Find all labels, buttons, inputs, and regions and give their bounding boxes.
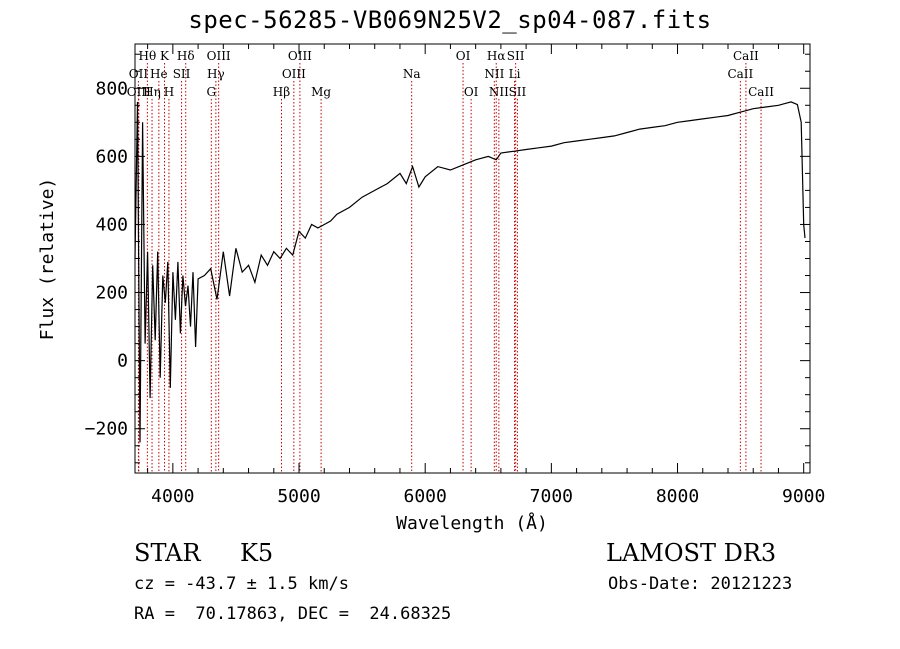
line-label: Mg [311,85,331,99]
line-label: CaII [748,85,774,99]
line-label: NII [484,67,504,81]
x-tick-label: 5000 [277,486,320,507]
line-label: Hβ [273,85,290,99]
x-tick-label: 6000 [404,486,447,507]
line-label: G [207,85,217,99]
line-label: OI [456,49,471,63]
y-axis: −200 0 200 400 600 800 [85,53,810,464]
y-tick-label: 200 [95,283,128,304]
y-tick-label: −200 [85,419,128,440]
line-label: Hδ [177,49,195,63]
line-label: H [164,85,174,99]
line-label: Na [403,67,421,81]
x-tick-label: 9000 [782,486,825,507]
y-tick-label: 800 [95,78,128,99]
y-tick-label: 600 [95,146,128,167]
line-label: OIII [282,67,306,81]
line-label: Hη [143,85,161,99]
x-tick-label: 7000 [530,486,573,507]
line-label: Hγ [207,67,225,81]
line-label: OIII [288,49,312,63]
x-tick-label: 8000 [656,486,699,507]
line-label: CaII [733,49,759,63]
line-label: SII [173,67,191,81]
line-label: Li [509,67,521,81]
spectrum-layer [134,101,806,443]
line-label: OI [464,85,479,99]
line-label: He [150,67,168,81]
x-tick-label: 4000 [151,486,194,507]
line-label: OII [129,67,149,81]
spectrum-line [134,101,806,443]
x-axis-label: Wavelength (Å) [396,512,548,534]
object-class: STAR [134,539,201,567]
line-label: OIII [127,85,151,99]
line-label: K [160,49,170,63]
line-label: Hθ [139,49,157,63]
coordinates: RA = 70.17863, DEC = 24.68325 [134,604,452,624]
x-axis: 4000 5000 6000 7000 8000 9000 [147,44,825,507]
plot-frame [134,43,811,474]
y-tick-label: 400 [95,214,128,235]
survey-name: LAMOST DR3 [606,539,777,567]
redshift-line: cz = -43.7 ± 1.5 km/s [134,574,349,594]
line-label: NII [489,85,509,99]
obs-date: Obs-Date: 20121223 [608,574,793,594]
y-axis-label: Flux (relative) [37,178,58,341]
line-label: SII [507,49,525,63]
chart-title: spec-56285-VB069N25V2_sp04-087.fits [188,6,712,34]
object-subclass: K5 [240,539,274,567]
y-tick-label: 0 [117,351,128,372]
line-label: Hα [487,49,506,63]
line-label: SII [509,85,527,99]
line-label: OIII [207,49,231,63]
line-label: CaII [727,67,753,81]
